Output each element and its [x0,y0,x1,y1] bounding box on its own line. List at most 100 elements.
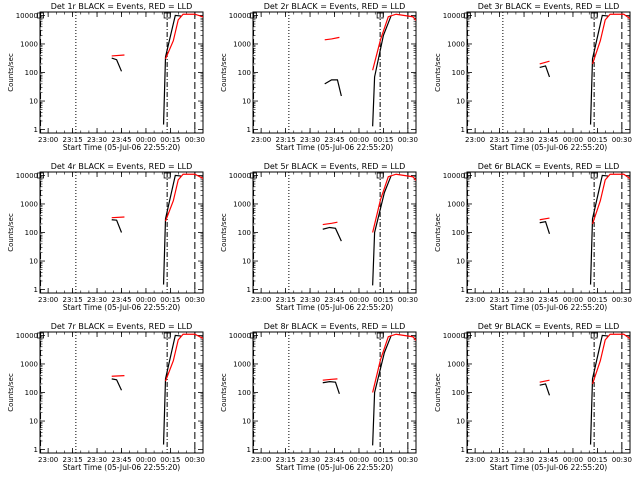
marker-box [163,12,171,19]
y-tick-label: 10 [456,258,465,266]
x-tick-label: 00:15 [160,296,180,304]
x-tick-label: 23:45 [324,136,344,144]
series-events-line [162,334,182,445]
x-tick-label: 00:30 [612,456,632,464]
x-tick-label: 00:00 [136,296,156,304]
y-tick-label: 10 [242,418,251,426]
x-tick-label: 23:15 [490,456,510,464]
x-tick-label: 23:00 [465,296,485,304]
x-tick-label: 23:45 [111,296,131,304]
x-tick-label: 00:15 [587,136,607,144]
x-axis-label: Start Time (05-Jul-06 22:55:20) [276,463,393,472]
x-tick-label: 23:45 [324,456,344,464]
x-tick-label: 23:00 [465,456,485,464]
x-axis-label: Start Time (05-Jul-06 22:55:20) [276,303,393,312]
x-tick-label: 23:30 [514,456,534,464]
series-events-line [322,381,340,395]
series-events-line [589,14,609,125]
y-tick-label: 1000 [447,360,465,368]
x-tick-label: 23:45 [111,136,131,144]
y-tick-label: 10 [29,258,38,266]
x-tick-label: 23:30 [87,456,107,464]
x-tick-label: 23:30 [300,136,320,144]
x-tick-label: 00:15 [373,296,393,304]
marker-box [376,172,384,179]
y-tick-label: 100 [452,229,465,237]
plot-frame [252,171,417,294]
y-axis-label: Counts/sec [7,213,15,252]
series-lld-line [164,333,203,382]
series-events-line [111,378,123,391]
series-lld-line [322,221,338,226]
y-tick-label: 1000 [233,40,251,48]
x-tick-label: 00:15 [587,456,607,464]
x-tick-label: 23:15 [276,456,296,464]
detector-panel-3: Det 3r BLACK = Events, RED = LLD 1 10 100 10… [434,2,632,152]
panel-title: Det 6r BLACK = Events, RED = LLD [478,162,620,171]
x-tick-label: 23:00 [38,136,58,144]
y-tick-label: 100 [452,69,465,77]
panel-title: Det 7r BLACK = Events, RED = LLD [51,322,193,331]
y-tick-label: 10 [456,418,465,426]
y-tick-label: 1000 [20,360,38,368]
y-tick-label: 10000 [229,332,251,340]
marker-lines [467,332,623,453]
x-tick-label: 00:30 [185,456,205,464]
x-tick-label: 23:30 [87,296,107,304]
detector-panel-1: Det 1r BLACK = Events, RED = LLD 1 10 100 10… [7,2,205,152]
x-tick-label: 00:15 [160,136,180,144]
series-lld-line [164,173,203,222]
y-tick-label: 10000 [229,12,251,20]
marker-box [376,332,384,339]
panel-title: Det 1r BLACK = Events, RED = LLD [51,2,193,11]
y-axis-label: Counts/sec [434,213,442,252]
y-tick-label: 10 [456,98,465,106]
x-tick-label: 00:00 [136,136,156,144]
x-tick-label: 23:15 [276,136,296,144]
y-tick-label: 1000 [20,200,38,208]
marker-lines [253,12,409,133]
marker-box [376,12,384,19]
marker-lines [40,332,196,453]
y-tick-label: 10000 [229,172,251,180]
y-tick-label: 100 [25,69,38,77]
detector-panel-5: Det 5r BLACK = Events, RED = LLD 1 10 100 10… [220,162,418,312]
y-tick-label: 10000 [16,332,38,340]
x-axis-label: Start Time (05-Jul-06 22:55:20) [276,143,393,152]
y-tick-label: 10000 [443,172,465,180]
y-axis-label: Counts/sec [7,373,15,412]
x-tick-label: 23:15 [490,136,510,144]
series-lld-line [591,173,630,225]
x-tick-label: 00:30 [398,136,418,144]
panel-title: Det 9r BLACK = Events, RED = LLD [478,322,620,331]
x-tick-label: 00:30 [398,456,418,464]
y-tick-label: 1 [34,286,38,294]
x-tick-label: 23:15 [276,296,296,304]
x-tick-label: 00:15 [160,456,180,464]
series-events-line [539,65,551,78]
x-tick-label: 23:00 [251,456,271,464]
y-tick-label: 10000 [443,332,465,340]
marker-lines [467,12,623,133]
marker-box [590,12,598,19]
plot-frame [252,11,417,134]
y-tick-label: 1 [247,286,251,294]
x-tick-label: 23:30 [300,296,320,304]
marker-lines [40,172,196,293]
detector-panel-2: Det 2r BLACK = Events, RED = LLD 1 10 100 10… [220,2,418,152]
y-tick-label: 10000 [16,12,38,20]
y-tick-label: 100 [238,69,251,77]
y-tick-label: 1000 [233,200,251,208]
series-events-line [162,14,182,125]
x-tick-label: 23:15 [63,456,83,464]
panel-title: Det 8r BLACK = Events, RED = LLD [264,322,406,331]
marker-box [464,332,471,339]
x-axis-label: Start Time (05-Jul-06 22:55:20) [490,303,607,312]
marker-box [464,172,471,179]
marker-box [37,12,44,19]
x-tick-label: 23:15 [63,136,83,144]
series-lld-line [322,378,338,381]
y-tick-label: 1 [247,446,251,454]
panel-title: Det 3r BLACK = Events, RED = LLD [478,2,620,11]
series-events-line [162,174,182,285]
